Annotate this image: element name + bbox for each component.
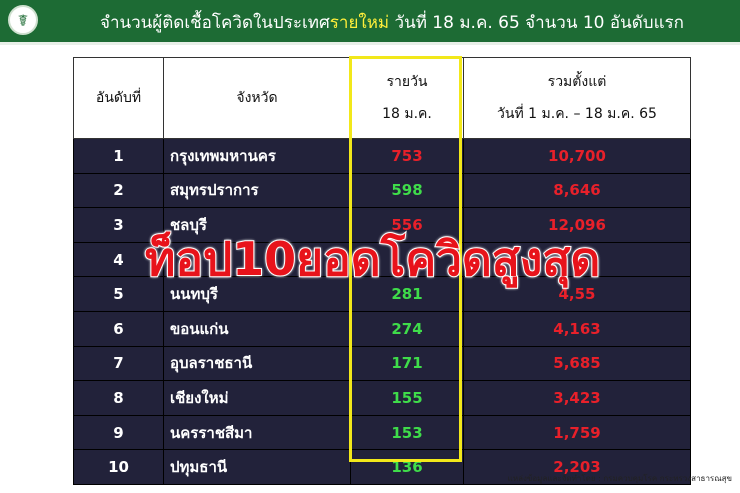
rank-cell: 10: [73, 449, 164, 485]
table-row: 6 ขอนแก่น 274 4,163: [73, 310, 691, 347]
header-daily-line2: 18 ม.ค.: [382, 106, 432, 122]
source-note: แหล่งข้อมูลและจัดทำโดย : กรมควบคุมโรค กร…: [507, 474, 732, 483]
table-row: 4: [73, 241, 691, 278]
rank-cell: 6: [73, 310, 164, 347]
total-cell: 12,096: [463, 207, 691, 243]
province-cell: อุบลราชธานี: [163, 345, 351, 382]
province-cell: สมุทรปราการ: [163, 172, 351, 209]
province-cell: นนทบุรี: [163, 276, 351, 312]
table-row: 1 กรุงเทพมหานคร 753 10,700: [73, 138, 691, 174]
daily-cell: 171: [350, 345, 464, 382]
table-row: 5 นนทบุรี 281 4,55: [73, 276, 691, 312]
daily-cell: 598: [350, 172, 464, 209]
total-cell: 2,203: [463, 449, 691, 485]
rank-cell: 7: [73, 345, 164, 382]
daily-cell: 281: [350, 276, 464, 312]
header-banner: ☤ จำนวนผู้ติดเชื้อโควิดในประเทศรายใหม่ ว…: [0, 0, 740, 45]
rank-cell: 3: [73, 207, 164, 243]
table-row: 2 สมุทรปราการ 598 8,646: [73, 172, 691, 209]
province-cell: เชียงใหม่: [163, 380, 351, 416]
table-row: 3 ชลบุรี 556 12,096: [73, 207, 691, 243]
title-highlight: รายใหม่: [329, 13, 390, 33]
header-total: รวมตั้งแต่วันที่ 1 ม.ค. – 18 ม.ค. 65: [463, 57, 691, 139]
rank-cell: 1: [73, 138, 164, 174]
daily-cell: 274: [350, 310, 464, 347]
province-cell: [163, 241, 351, 278]
province-cell: ปทุมธานี: [163, 449, 351, 485]
province-cell: ชลบุรี: [163, 207, 351, 243]
table-row: 7 อุบลราชธานี 171 5,685: [73, 345, 691, 382]
table-row: 8 เชียงใหม่ 155 3,423: [73, 380, 691, 416]
total-cell: 10,700: [463, 138, 691, 174]
overlay-headline: ท็อป10ยอดโควิดสูงสุด: [144, 231, 601, 287]
header-total-line1: รวมตั้งแต่: [547, 74, 607, 90]
daily-cell: [350, 241, 464, 278]
page-title: จำนวนผู้ติดเชื้อโควิดในประเทศรายใหม่ วัน…: [100, 9, 684, 36]
total-cell: 4,163: [463, 310, 691, 347]
rank-cell: 9: [73, 414, 164, 451]
daily-cell: 136: [350, 449, 464, 485]
total-cell: 3,423: [463, 380, 691, 416]
province-cell: ขอนแก่น: [163, 310, 351, 347]
table-header-row: อันดับที่ จังหวัด รายวัน 18 ม.ค. รวมตั้งแ…: [73, 57, 691, 139]
total-cell: 5,685: [463, 345, 691, 382]
title-text-end: วันที่ 18 ม.ค. 65 จำนวน 10 อันดับแรก: [389, 13, 684, 33]
table-row: 9 นครราชสีมา 153 1,759: [73, 414, 691, 451]
daily-cell: 155: [350, 380, 464, 416]
total-cell: 4,55: [463, 276, 691, 312]
daily-cell: 153: [350, 414, 464, 451]
header-rank: อันดับที่: [73, 57, 164, 139]
total-cell: 1,759: [463, 414, 691, 451]
ranking-table: อันดับที่ จังหวัด รายวัน 18 ม.ค. รวมตั้งแ…: [73, 57, 691, 485]
province-cell: นครราชสีมา: [163, 414, 351, 451]
province-cell: กรุงเทพมหานคร: [163, 138, 351, 174]
total-cell: [463, 241, 691, 278]
rank-cell: 5: [73, 276, 164, 312]
title-text: จำนวนผู้ติดเชื้อโควิดในประเทศ: [100, 13, 330, 33]
daily-cell: 753: [350, 138, 464, 174]
ministry-logo-icon: ☤: [8, 5, 38, 35]
header-province: จังหวัด: [163, 57, 351, 139]
header-total-line2: วันที่ 1 ม.ค. – 18 ม.ค. 65: [497, 106, 657, 122]
rank-cell: 8: [73, 380, 164, 416]
rank-cell: 2: [73, 172, 164, 209]
header-daily-line1: รายวัน: [386, 74, 428, 90]
total-cell: 8,646: [463, 172, 691, 209]
header-daily: รายวัน 18 ม.ค.: [350, 57, 464, 139]
table-row: 10 ปทุมธานี 136 2,203: [73, 449, 691, 485]
